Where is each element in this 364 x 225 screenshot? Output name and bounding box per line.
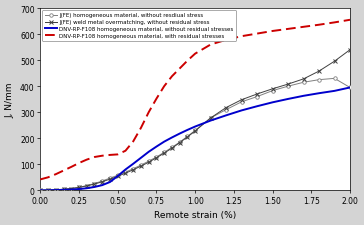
X-axis label: Remote strain (%): Remote strain (%) — [154, 211, 236, 219]
Y-axis label: J, N/mm: J, N/mm — [5, 82, 15, 117]
Legend: J(FE) homogeneous material, without resdiual stress, J(FE) weld metal overmatchi: J(FE) homogeneous material, without resd… — [42, 11, 236, 42]
